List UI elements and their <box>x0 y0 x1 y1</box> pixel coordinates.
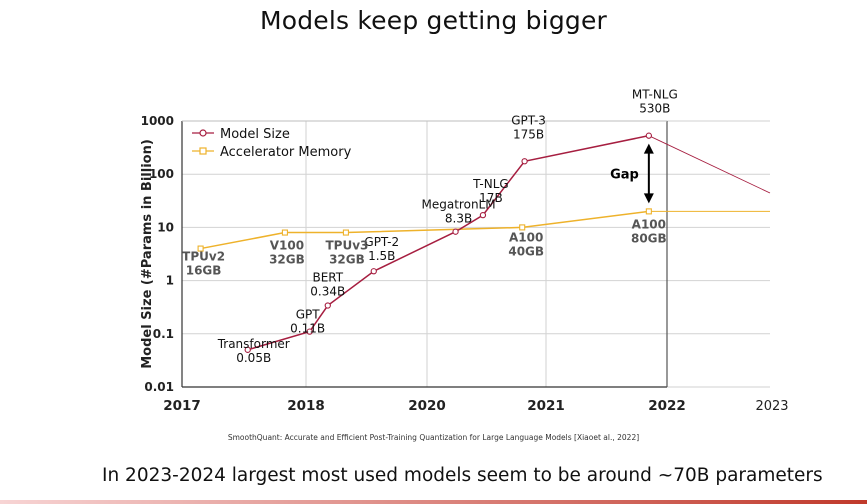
accelerator-memory-label: 16GB <box>186 264 222 278</box>
legend-model-size-marker <box>199 129 207 137</box>
accelerator-name-label: A100 <box>509 230 543 244</box>
model-name-label: Transformer <box>217 337 290 351</box>
model-name-label: GPT <box>296 308 321 322</box>
accelerator-name-label: TPUv3 <box>325 239 368 253</box>
x-tick-label: 2023 <box>755 399 788 414</box>
accelerator-memory-label: 80GB <box>631 231 667 245</box>
model-name-label: MegatronLM <box>422 198 496 212</box>
gap-arrow-head-down <box>643 193 654 204</box>
model-size-label: 1.5B <box>368 249 395 263</box>
model-name-label: GPT-3 <box>511 113 546 127</box>
model-name-label: BERT <box>312 271 343 285</box>
footer-note: In 2023-2024 largest most used models se… <box>102 465 823 486</box>
model-size-marker <box>324 302 331 309</box>
model-name-label: MT-NLG <box>632 88 678 102</box>
model-name-label: T-NLG <box>472 177 509 191</box>
accelerator-memory-label: 32GB <box>329 253 365 267</box>
model-size-label: 0.05B <box>236 351 271 365</box>
x-tick-label: 2022 <box>648 398 686 414</box>
y-tick-label: 0.1 <box>153 327 174 341</box>
gap-arrow-head-up <box>643 143 654 154</box>
model-size-marker <box>645 132 652 139</box>
model-size-marker <box>306 328 313 335</box>
accelerator-name-label: A100 <box>632 217 666 231</box>
accelerator-memory-marker <box>342 229 349 236</box>
accelerator-name-label: TPUv2 <box>182 250 225 264</box>
model-size-marker <box>370 268 377 275</box>
x-tick-label: 2018 <box>287 398 325 414</box>
accelerator-memory-marker <box>197 245 204 252</box>
model-size-trend-line <box>648 135 771 194</box>
model-size-marker <box>521 158 528 165</box>
accelerator-memory-marker <box>519 224 526 231</box>
slide-title: Models keep getting bigger <box>259 6 608 35</box>
x-tick-label: 2017 <box>163 398 201 414</box>
y-tick-label: 10 <box>157 220 174 234</box>
model-size-label: 8.3B <box>445 212 472 226</box>
x-tick-label: 2020 <box>408 398 446 414</box>
y-tick-label: 1000 <box>141 114 174 128</box>
model-name-label: GPT-2 <box>364 235 399 249</box>
legend-accelerator-memory-label: Accelerator Memory <box>220 145 352 160</box>
accelerator-memory-marker <box>281 229 288 236</box>
gap-annotation-label: Gap <box>610 168 639 183</box>
model-size-label: 17B <box>479 191 503 205</box>
x-tick-label: 2021 <box>527 398 565 414</box>
y-tick-label: 0.01 <box>144 380 174 394</box>
y-tick-label: 100 <box>149 167 174 181</box>
model-size-marker <box>479 211 487 219</box>
accelerator-name-label: V100 <box>270 239 304 253</box>
model-size-marker <box>452 228 459 235</box>
model-size-label: 530B <box>639 102 670 116</box>
accelerator-memory-label: 32GB <box>269 253 305 267</box>
citation: SmoothQuant: Accurate and Efficient Post… <box>227 433 640 442</box>
model-size-line <box>247 134 650 351</box>
legend-accelerator-memory-marker <box>199 147 207 155</box>
accelerator-memory-marker <box>645 208 652 215</box>
model-size-label: 0.34B <box>310 285 345 299</box>
accelerator-memory-label: 40GB <box>508 244 544 258</box>
accelerator-memory-line <box>200 210 649 250</box>
model-size-marker <box>244 346 251 353</box>
legend-model-size-label: Model Size <box>220 127 290 142</box>
y-axis-label: Model Size (#Params in Billion) <box>140 139 155 369</box>
model-size-label: 175B <box>513 127 544 141</box>
model-size-label: 0.11B <box>290 322 325 336</box>
bottom-rule <box>0 500 867 504</box>
y-tick-label: 1 <box>166 274 174 288</box>
